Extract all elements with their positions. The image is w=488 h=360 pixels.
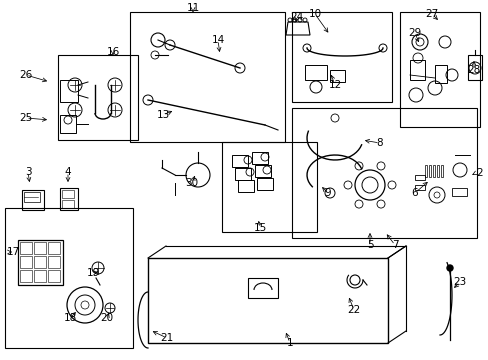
Bar bbox=[428, 165, 430, 177]
Bar bbox=[48, 242, 60, 254]
Text: 16: 16 bbox=[106, 47, 120, 57]
Text: 6: 6 bbox=[411, 188, 417, 198]
Bar bbox=[399, 12, 479, 127]
Bar bbox=[451, 188, 466, 196]
Bar bbox=[60, 188, 78, 210]
Text: 4: 4 bbox=[64, 167, 71, 177]
Text: 28: 28 bbox=[467, 65, 480, 75]
Bar bbox=[467, 55, 481, 80]
Text: 20: 20 bbox=[100, 313, 113, 323]
Bar bbox=[58, 55, 138, 140]
Text: 27: 27 bbox=[425, 9, 438, 19]
Bar bbox=[305, 65, 326, 80]
Bar bbox=[18, 240, 63, 285]
Text: 1: 1 bbox=[286, 338, 293, 348]
Bar bbox=[231, 155, 247, 167]
Bar bbox=[22, 190, 44, 210]
Bar bbox=[48, 256, 60, 268]
Text: 12: 12 bbox=[328, 80, 341, 90]
Text: 13: 13 bbox=[156, 110, 169, 120]
Bar bbox=[257, 178, 272, 190]
Text: 22: 22 bbox=[346, 305, 360, 315]
Bar bbox=[291, 12, 391, 102]
Bar bbox=[60, 80, 78, 102]
Bar bbox=[409, 60, 424, 80]
Bar bbox=[436, 165, 438, 177]
Bar bbox=[414, 175, 424, 180]
Bar bbox=[62, 200, 74, 208]
Bar bbox=[148, 258, 387, 343]
Bar bbox=[34, 242, 46, 254]
Text: 18: 18 bbox=[63, 313, 77, 323]
Bar bbox=[432, 165, 434, 177]
Bar bbox=[414, 185, 424, 190]
Text: 21: 21 bbox=[160, 333, 173, 343]
Bar bbox=[251, 152, 267, 164]
Text: 14: 14 bbox=[211, 35, 224, 45]
Bar bbox=[24, 192, 40, 202]
Bar bbox=[34, 270, 46, 282]
Text: 11: 11 bbox=[186, 3, 199, 13]
Bar bbox=[222, 142, 316, 232]
Text: 7: 7 bbox=[391, 240, 398, 250]
Text: 8: 8 bbox=[376, 138, 383, 148]
Bar bbox=[247, 278, 278, 298]
Bar bbox=[254, 165, 270, 177]
Bar bbox=[20, 242, 32, 254]
Text: 10: 10 bbox=[308, 9, 321, 19]
Bar bbox=[238, 180, 253, 192]
Bar bbox=[291, 108, 476, 238]
Text: 23: 23 bbox=[452, 277, 466, 287]
Text: 3: 3 bbox=[24, 167, 31, 177]
Text: 15: 15 bbox=[253, 223, 266, 233]
Bar bbox=[48, 270, 60, 282]
Bar bbox=[20, 256, 32, 268]
Bar bbox=[130, 12, 285, 142]
Bar bbox=[34, 256, 46, 268]
Bar bbox=[235, 168, 250, 180]
Text: 9: 9 bbox=[324, 188, 331, 198]
Bar bbox=[440, 165, 442, 177]
Bar bbox=[424, 165, 426, 177]
Text: 25: 25 bbox=[20, 113, 33, 123]
Bar bbox=[434, 65, 446, 83]
Text: 29: 29 bbox=[407, 28, 421, 38]
Text: 26: 26 bbox=[20, 70, 33, 80]
Bar bbox=[62, 190, 74, 198]
Bar bbox=[329, 70, 345, 82]
Circle shape bbox=[446, 265, 452, 271]
Text: 30: 30 bbox=[185, 178, 198, 188]
Text: 17: 17 bbox=[7, 247, 20, 257]
Text: 2: 2 bbox=[475, 168, 482, 178]
Bar bbox=[5, 208, 133, 348]
Text: 19: 19 bbox=[86, 268, 100, 278]
Bar bbox=[60, 115, 76, 133]
Bar bbox=[20, 270, 32, 282]
Text: 24: 24 bbox=[290, 12, 303, 22]
Text: 5: 5 bbox=[366, 240, 372, 250]
